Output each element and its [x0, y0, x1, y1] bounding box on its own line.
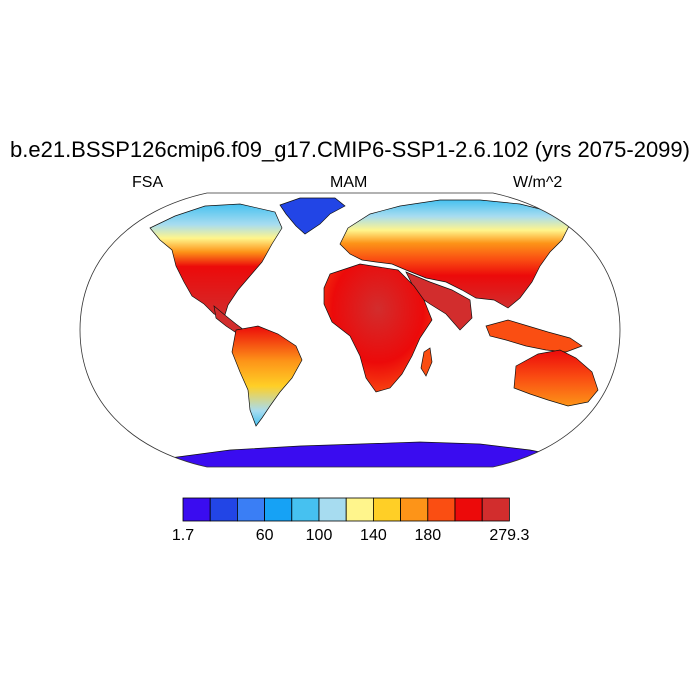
colorbar-swatch [372, 497, 401, 522]
greenland-region [279, 197, 346, 235]
colorbar-swatch [454, 497, 483, 522]
colorbar-tick-label: 140 [360, 527, 387, 544]
antarctica-region [119, 441, 582, 467]
colorbar-swatch [318, 497, 347, 522]
eurasia-region [339, 199, 571, 309]
africa-region [323, 263, 433, 393]
colorbar-swatch [264, 497, 293, 522]
colorbar-swatch [236, 497, 265, 522]
colorbar-swatch [182, 497, 211, 522]
colorbar-tick-label: 279.3 [489, 527, 530, 544]
colorbar-swatch [209, 497, 238, 522]
madagascar-region [420, 347, 433, 377]
australia-region [513, 349, 599, 407]
season-label: MAM [330, 174, 368, 191]
colorbar-tick-label: 1.7 [171, 527, 195, 544]
map-outline [79, 192, 621, 468]
south-america-region [231, 325, 303, 427]
land-field [119, 197, 615, 467]
map-title: b.e21.BSSP126cmip6.f09_g17.CMIP6-SSP1-2.… [10, 137, 690, 162]
new-zealand-region [603, 397, 615, 413]
colorbar-swatch [400, 497, 429, 522]
colorbar-tick-label: 60 [255, 527, 274, 544]
colorbar-swatch [345, 497, 374, 522]
units-label: W/m^2 [513, 174, 563, 191]
colorbar [182, 497, 510, 522]
north-america-region [149, 203, 283, 319]
colorbar-tick-label: 180 [414, 527, 442, 544]
colorbar-swatch [427, 497, 456, 522]
variable-label: FSA [132, 174, 164, 191]
maritime-asia-region [485, 319, 583, 353]
colorbar-swatch [291, 497, 320, 522]
colorbar-swatch [481, 497, 510, 522]
colorbar-tick-label: 100 [305, 527, 333, 544]
